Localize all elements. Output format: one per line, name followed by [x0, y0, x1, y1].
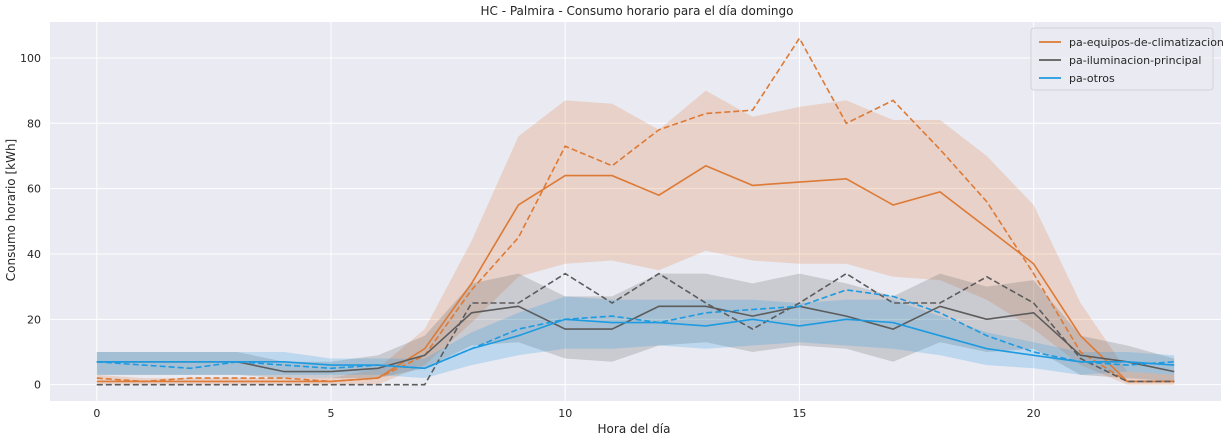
- x-tick-label: 5: [328, 407, 335, 420]
- y-tick-label: 60: [27, 183, 41, 196]
- x-tick-label: 10: [558, 407, 572, 420]
- legend-entry: pa-iluminacion-principal: [1069, 54, 1201, 67]
- grid: [50, 22, 1221, 401]
- y-tick-label: 0: [34, 379, 41, 392]
- y-tick-label: 80: [27, 117, 41, 130]
- x-tick-label: 0: [93, 407, 100, 420]
- plot-area: [50, 22, 1221, 401]
- x-axis-label: Hora del día: [598, 422, 671, 436]
- y-tick-label: 40: [27, 248, 41, 261]
- line-mean-pa-otros: [96, 318, 1175, 370]
- y-tick-label: 20: [27, 313, 41, 326]
- x-tick-label: 20: [1027, 407, 1041, 420]
- line-mean-pa-equipos-de-climatizacion: [96, 164, 1175, 383]
- band-pa-otros: [96, 296, 1175, 379]
- line-dashed-pa-iluminacion-principal: [96, 272, 1175, 386]
- legend: pa-equipos-de-climatizacion pa-iluminacio…: [1030, 27, 1224, 91]
- y-axis-label: Consumo horario [kWh]: [4, 139, 18, 281]
- line-dashed-pa-equipos-de-climatizacion: [96, 36, 1175, 383]
- y-tick-label: 100: [20, 52, 41, 65]
- line-dashed-pa-otros: [96, 289, 1175, 370]
- legend-frame: [1030, 27, 1214, 91]
- legend-entry: pa-otros: [1069, 72, 1115, 85]
- band-pa-equipos-de-climatizacion: [96, 90, 1175, 385]
- x-ticks: 0 5 10 15 20: [93, 407, 1040, 420]
- y-ticks: 0 20 40 60 80 100: [20, 52, 41, 392]
- chart-title: HC - Palmira - Consumo horario para el d…: [481, 4, 794, 18]
- series-lines: [96, 36, 1175, 386]
- legend-entry: pa-equipos-de-climatizacion: [1069, 36, 1224, 49]
- x-tick-label: 15: [792, 407, 806, 420]
- line-mean-pa-iluminacion-principal: [96, 305, 1175, 373]
